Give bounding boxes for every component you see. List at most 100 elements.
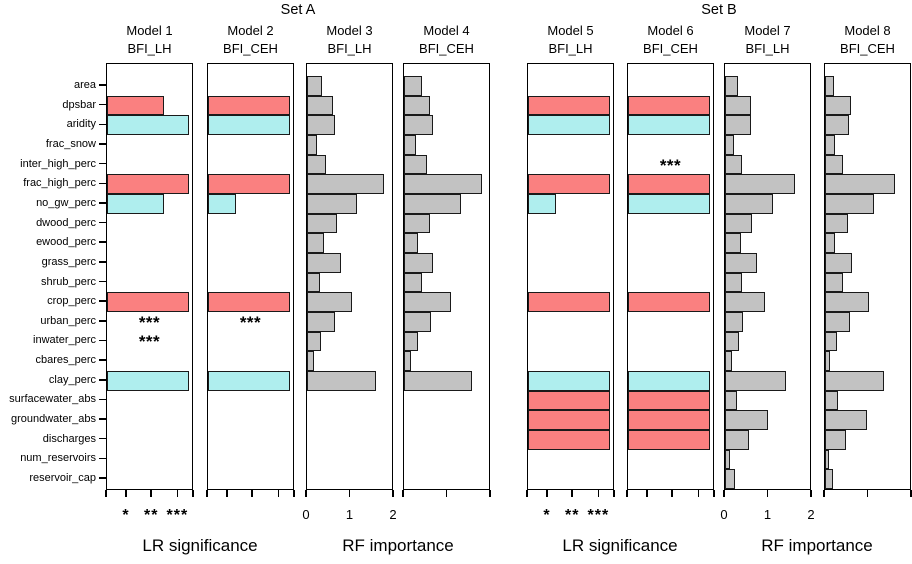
x-axis-tick — [671, 490, 673, 497]
rf-bar-inter_high_perc — [725, 154, 743, 175]
lr-bar-discharges — [528, 429, 611, 450]
lr-bar-frac_high_perc — [107, 174, 190, 195]
rf-bar-shrub_perc — [307, 272, 321, 293]
x-axis-tick — [810, 490, 812, 497]
panel-model-label: Model 7 — [744, 23, 791, 38]
row-label-grass_perc: grass_perc — [41, 255, 96, 268]
y-axis-tick — [99, 320, 107, 322]
x-tick-label-stars: * — [543, 507, 551, 524]
x-axis-tick — [402, 490, 404, 497]
x-axis-tick — [626, 490, 628, 497]
x-axis-tick — [697, 490, 700, 497]
lr-bar-dpsbar — [107, 95, 165, 116]
x-axis-tick — [713, 490, 715, 497]
rf-bar-cbares_perc — [307, 351, 315, 371]
row-label-urban_perc: urban_perc — [40, 314, 96, 327]
x-axis-tick — [105, 490, 107, 497]
rf-bar-cbares_perc — [404, 351, 411, 371]
lr-bar-aridity — [208, 115, 291, 136]
rf-bar-aridity — [725, 115, 751, 136]
y-axis-tick — [99, 241, 107, 243]
x-axis-tick — [226, 490, 228, 497]
row-label-groundwater_abs: groundwater_abs — [10, 413, 96, 426]
y-axis-tick — [99, 379, 107, 381]
rf-bar-area — [307, 76, 323, 96]
row-label-dpsbar: dpsbar — [62, 98, 96, 111]
y-axis-tick — [99, 103, 107, 106]
significance-stars: *** — [138, 312, 161, 332]
panel-model-7 — [724, 63, 811, 490]
lr-bar-crop_perc — [107, 292, 190, 312]
panel-model-label: Model 8 — [844, 23, 891, 38]
row-label-no_gw_perc: no_gw_perc — [36, 196, 96, 209]
lr-bar-clay_perc — [628, 370, 711, 391]
row-label-reservoir_cap: reservoir_cap — [29, 472, 96, 484]
lr-bar-crop_perc — [528, 292, 611, 312]
rf-bar-inter_high_perc — [404, 154, 428, 175]
row-label-discharges: discharges — [42, 432, 96, 445]
rf-bar-dpsbar — [725, 95, 751, 116]
panel-model-2 — [207, 63, 294, 490]
x-tick-label-number: 1 — [345, 507, 354, 522]
x-axis-tick — [251, 490, 253, 497]
panel-variant-label: BFI_CEH — [223, 41, 278, 56]
x-tick-label-stars: ** — [565, 507, 580, 524]
x-axis-tick — [192, 490, 194, 497]
rf-bar-ewood_perc — [404, 233, 418, 254]
x-tick-label-number: 0 — [720, 507, 728, 522]
lr-bar-aridity — [107, 115, 190, 136]
rf-bar-shrub_perc — [725, 272, 743, 293]
rf-bar-clay_perc — [307, 370, 376, 391]
rf-bar-clay_perc — [404, 370, 472, 391]
x-axis-tick — [546, 490, 548, 497]
rf-bar-crop_perc — [825, 292, 869, 312]
x-axis-tick — [613, 490, 615, 497]
x-axis-tick — [823, 490, 825, 497]
y-axis-tick — [99, 182, 107, 184]
lr-bar-frac_high_perc — [208, 174, 291, 195]
y-axis-tick — [99, 359, 107, 361]
rf-bar-discharges — [725, 429, 749, 450]
row-label-frac_high_perc: frac_high_perc — [23, 177, 96, 190]
lr-bar-clay_perc — [208, 370, 291, 391]
y-axis-tick — [99, 123, 107, 126]
rf-bar-dwood_perc — [307, 213, 337, 234]
row-label-ewood_perc: ewood_perc — [36, 236, 96, 249]
rf-bar-inwater_perc — [307, 331, 322, 352]
lr-bar-surfacewater_abs — [628, 390, 711, 411]
rf-bar-frac_snow — [307, 135, 317, 155]
y-axis-tick — [99, 162, 107, 165]
x-axis-tick — [348, 490, 351, 497]
rf-bar-area — [404, 76, 422, 96]
rf-bar-dpsbar — [307, 95, 334, 116]
rf-bar-shrub_perc — [825, 272, 843, 293]
row-label-surfacewater_abs: surfacewater_abs — [9, 393, 96, 406]
row-label-aridity: aridity — [66, 118, 96, 131]
rf-bar-grass_perc — [307, 253, 341, 273]
x-tick-label-number: 1 — [763, 507, 772, 522]
y-axis-tick — [99, 398, 107, 401]
x-axis-tick — [910, 490, 912, 497]
rf-bar-urban_perc — [404, 311, 431, 332]
significance-stars: *** — [138, 332, 161, 352]
x-tick-label-stars: *** — [587, 507, 610, 524]
lr-bar-no_gw_perc — [628, 194, 711, 214]
rf-bar-frac_high_perc — [404, 174, 483, 195]
x-axis-tick — [571, 490, 573, 497]
panel-variant-label: BFI_LH — [327, 41, 372, 56]
rf-bar-cbares_perc — [825, 351, 831, 371]
lr-bar-dpsbar — [208, 95, 291, 116]
rf-bar-inwater_perc — [725, 331, 739, 352]
x-axis-tick — [277, 490, 280, 497]
panel-variant-label: BFI_LH — [548, 41, 593, 56]
panel-model-label: Model 3 — [326, 23, 373, 38]
lr-significance-caption-set-b: LR significance — [562, 536, 678, 555]
rf-bar-no_gw_perc — [725, 194, 773, 214]
rf-bar-num_reservoirs — [825, 449, 830, 470]
rf-bar-inter_high_perc — [825, 154, 843, 175]
lr-bar-frac_high_perc — [528, 174, 611, 195]
rf-bar-ewood_perc — [307, 233, 324, 254]
x-axis-tick — [206, 490, 208, 497]
rf-bar-dwood_perc — [404, 213, 430, 234]
rf-bar-aridity — [307, 115, 336, 136]
